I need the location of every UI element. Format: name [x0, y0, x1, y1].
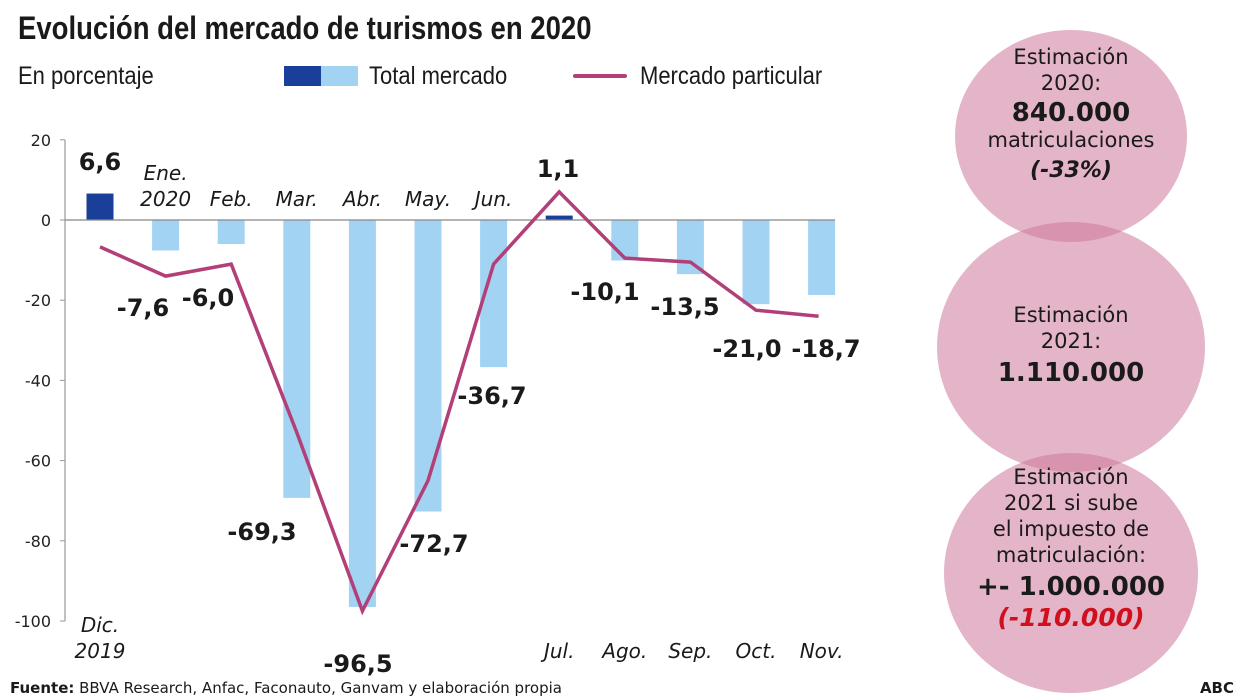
bubble-line: 2020:	[1040, 71, 1102, 95]
legend-total: Total mercado	[369, 62, 508, 90]
bar-value-label: -72,7	[399, 530, 468, 558]
bar-value-label: 6,6	[79, 148, 122, 176]
bar	[152, 220, 180, 251]
y-tick-label: 20	[31, 131, 51, 150]
x-tick-label: Ene.	[144, 161, 188, 185]
bar-value-label: -96,5	[323, 650, 392, 678]
bar	[676, 220, 704, 275]
chart-title: Evolución del mercado de turismos en 202…	[18, 10, 592, 46]
x-tick-label-year: 2019	[75, 639, 126, 663]
bar	[742, 220, 770, 305]
bubble-2021-tax	[944, 453, 1198, 693]
bubble-line: 2021 si sube	[1003, 491, 1139, 515]
bubble-value: 840.000	[1011, 98, 1131, 128]
bubble-note: (-33%)	[1030, 158, 1112, 183]
bubble-2020-text: Estimación 2020: 840.000 matriculaciones…	[951, 44, 1191, 184]
y-tick-label: -40	[25, 371, 51, 390]
bubble-line: el impuesto de	[992, 517, 1150, 541]
x-tick-label: Jul.	[540, 639, 575, 663]
legend-particular: Mercado particular	[640, 62, 823, 90]
legend-swatch-positive	[284, 66, 321, 86]
bar-value-label: -36,7	[457, 382, 526, 410]
x-tick-label: May.	[405, 187, 451, 211]
bar-value-label: -6,0	[182, 284, 234, 312]
bubble-line: Estimación	[1013, 303, 1129, 327]
x-tick-label: Feb.	[210, 187, 253, 211]
source-text: BBVA Research, Anfac, Faconauto, Ganvam …	[74, 679, 562, 697]
bar	[611, 220, 639, 261]
bar	[414, 220, 442, 512]
bubble-2021-text: Estimación 2021: 1.110.000	[951, 302, 1191, 387]
bar-value-label: -18,7	[791, 335, 860, 363]
x-tick-label: Jun.	[471, 187, 513, 211]
bubble-2020	[955, 30, 1187, 242]
bar	[217, 220, 245, 245]
y-tick-label: 0	[41, 211, 51, 230]
bar	[808, 220, 836, 295]
source-footer: Fuente: BBVA Research, Anfac, Faconauto,…	[10, 679, 562, 697]
bubble-2021-tax-text: Estimación 2021 si sube el impuesto de m…	[951, 464, 1191, 632]
x-tick-label: Dic.	[81, 613, 119, 637]
line-mercado-particular	[99, 189, 819, 616]
x-tick-label: Nov.	[800, 639, 844, 663]
bubble-value: 1.110.000	[997, 358, 1145, 388]
bar-value-label: -10,1	[570, 278, 639, 306]
bar	[348, 220, 376, 607]
source-label: Fuente:	[10, 679, 75, 697]
bubble-line: matriculación:	[995, 543, 1147, 567]
legend-swatch-negative	[321, 66, 358, 86]
y-tick-label: -100	[15, 612, 51, 631]
bar	[545, 215, 573, 220]
bubble-line: Estimación	[1013, 45, 1129, 69]
bar-value-label: 1,1	[537, 155, 580, 183]
x-tick-label: Sep.	[668, 639, 712, 663]
bar-value-label: -13,5	[650, 293, 719, 321]
bar	[283, 220, 311, 498]
bar-value-label: -21,0	[712, 335, 781, 363]
bubble-line: Estimación	[1013, 465, 1129, 489]
y-tick-label: -60	[25, 452, 51, 471]
bubble-line: matriculaciones	[987, 128, 1155, 152]
x-tick-label-year: 2020	[140, 187, 191, 211]
x-tick-label: Abr.	[341, 187, 382, 211]
bubble-note: (-110.000)	[997, 603, 1145, 632]
x-tick-label: Ago.	[600, 639, 647, 663]
x-tick-label: Oct.	[736, 639, 777, 663]
brand-logo: ABC	[1199, 679, 1234, 697]
chart-subtitle: En porcentaje	[18, 62, 154, 90]
x-tick-label: Mar.	[276, 187, 318, 211]
bubble-value: +- 1.000.000	[976, 572, 1166, 602]
legend-line-swatch	[573, 74, 627, 78]
bubble-2021	[937, 222, 1205, 472]
y-tick-label: -80	[25, 532, 51, 551]
y-tick-label: -20	[25, 291, 51, 310]
bubble-line: 2021:	[1040, 329, 1102, 353]
bar	[86, 193, 114, 220]
bar-value-label: -69,3	[227, 518, 296, 546]
bar-value-label: -7,6	[117, 294, 169, 322]
